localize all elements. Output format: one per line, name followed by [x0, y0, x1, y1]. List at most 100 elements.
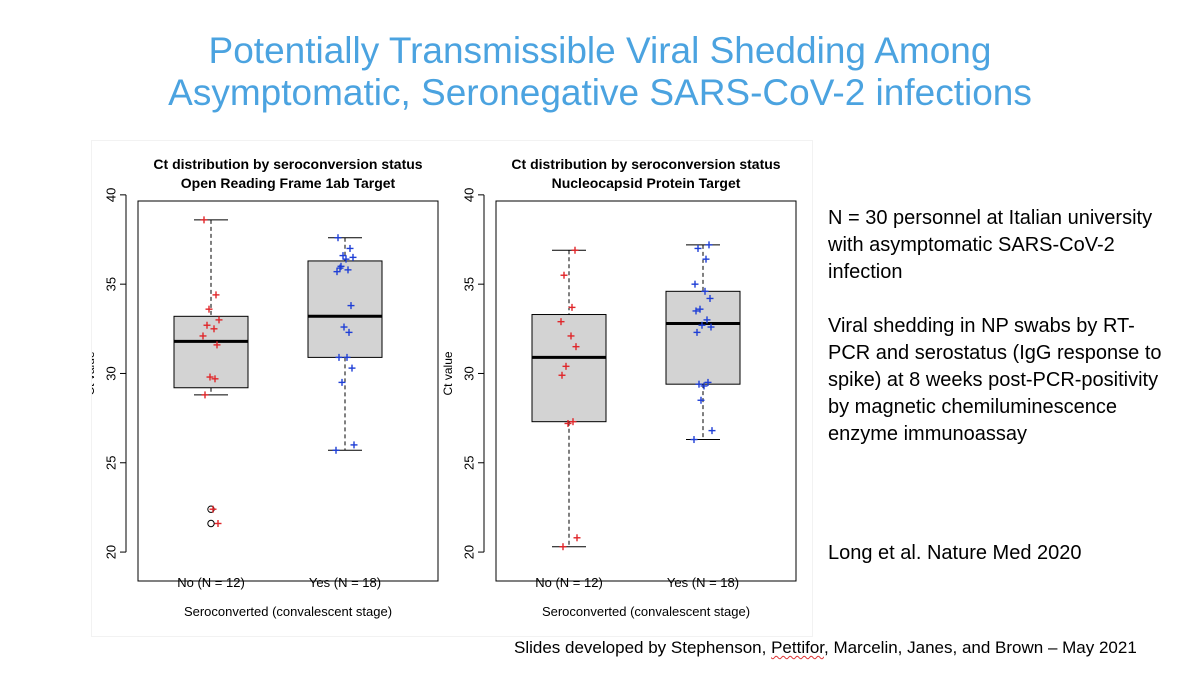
- data-point-red: [559, 543, 567, 551]
- data-point-blue: [702, 255, 710, 263]
- data-point-blue: [333, 268, 341, 276]
- data-point-red: [206, 373, 214, 381]
- y-tick-label: 20: [461, 545, 476, 559]
- boxplot-figure: Ct distribution by seroconversion status…: [92, 156, 797, 619]
- x-tick-label: No (N = 12): [535, 575, 603, 590]
- data-point-red: [569, 418, 577, 426]
- data-point-red: [568, 303, 576, 311]
- y-tick-label: 35: [103, 277, 118, 291]
- data-point-red: [214, 519, 222, 527]
- y-tick-label: 20: [103, 545, 118, 559]
- data-point-blue: [698, 321, 706, 329]
- data-point-red: [200, 216, 208, 224]
- title-line-1: Potentially Transmissible Viral Shedding…: [208, 30, 992, 71]
- data-point-red: [211, 375, 219, 383]
- y-tick-label: 40: [103, 188, 118, 202]
- y-axis-label: Ct value: [441, 351, 455, 395]
- data-point-blue: [693, 328, 701, 336]
- data-point-blue: [701, 287, 709, 295]
- data-point-red: [558, 371, 566, 379]
- data-point-red: [571, 246, 579, 254]
- data-point-blue: [696, 305, 704, 313]
- slide-title: Potentially Transmissible Viral Shedding…: [0, 30, 1200, 114]
- data-point-blue: [350, 441, 358, 449]
- chart-panel: Ct distribution by seroconversion status…: [92, 141, 812, 636]
- data-point-blue: [345, 328, 353, 336]
- data-point-blue: [336, 264, 344, 272]
- data-point-red: [572, 343, 580, 351]
- data-point-red: [567, 332, 575, 340]
- footer-prefix: Slides developed by Stephenson,: [514, 638, 772, 657]
- y-tick-label: 30: [461, 366, 476, 380]
- outlier-point: [207, 519, 215, 528]
- data-point-blue: [700, 382, 708, 390]
- y-tick-label: 25: [103, 456, 118, 470]
- data-point-blue: [335, 353, 343, 361]
- data-point-red: [562, 362, 570, 370]
- data-point-blue: [706, 294, 714, 302]
- data-point-red: [203, 321, 211, 329]
- data-point-red: [573, 534, 581, 542]
- data-point-blue: [347, 302, 355, 310]
- data-point-red: [564, 419, 572, 427]
- data-point-red: [209, 505, 217, 513]
- data-point-blue: [338, 378, 346, 386]
- sidebar-paragraph-2: Viral shedding in NP swabs by RT-PCR and…: [828, 315, 1162, 445]
- data-point-red: [560, 271, 568, 279]
- data-point-red: [210, 325, 218, 333]
- box-iqr: [307, 260, 383, 358]
- x-tick-label: No (N = 12): [177, 575, 245, 590]
- x-tick-label: Yes (N = 18): [667, 575, 739, 590]
- data-point-blue: [340, 323, 348, 331]
- data-point-blue: [694, 244, 702, 252]
- data-point-blue: [695, 380, 703, 388]
- data-point-blue: [348, 364, 356, 372]
- footer-suffix: , Marcelin, Janes, and Brown – May 2021: [824, 638, 1137, 657]
- data-point-blue: [703, 316, 711, 324]
- chart-subtitle: Nucleocapsid Protein Target: [552, 175, 741, 191]
- box-iqr: [531, 314, 607, 423]
- y-tick-label: 40: [461, 188, 476, 202]
- footer-name-underlined: Pettifor: [771, 638, 824, 657]
- data-point-blue: [708, 427, 716, 435]
- plot-frame: [495, 200, 797, 582]
- data-point-red: [557, 318, 565, 326]
- data-point-red: [213, 341, 221, 349]
- data-point-blue: [332, 446, 340, 454]
- data-point-blue: [334, 234, 342, 242]
- chart-title: Ct distribution by seroconversion status: [511, 156, 780, 172]
- data-point-blue: [697, 396, 705, 404]
- data-point-red: [199, 332, 207, 340]
- y-axis-label: Ct value: [92, 351, 97, 395]
- data-point-red: [205, 305, 213, 313]
- chart-subtitle: Open Reading Frame 1ab Target: [181, 175, 396, 191]
- data-point-blue: [707, 323, 715, 331]
- chart-title: Ct distribution by seroconversion status: [153, 156, 422, 172]
- y-tick-label: 35: [461, 277, 476, 291]
- data-point-red: [212, 291, 220, 299]
- data-point-blue: [343, 353, 351, 361]
- plot-frame: [137, 200, 439, 582]
- x-axis-label: Seroconverted (convalescent stage): [542, 604, 750, 619]
- data-point-blue: [349, 253, 357, 261]
- box-iqr: [665, 290, 741, 385]
- data-point-blue: [704, 378, 712, 386]
- data-point-blue: [692, 307, 700, 315]
- citation: Long et al. Nature Med 2020: [828, 542, 1082, 564]
- x-tick-label: Yes (N = 18): [309, 575, 381, 590]
- data-point-blue: [705, 241, 713, 249]
- data-point-blue: [690, 436, 698, 444]
- data-point-red: [201, 391, 209, 399]
- y-tick-label: 25: [461, 456, 476, 470]
- box-iqr: [173, 315, 249, 389]
- data-point-red: [215, 316, 223, 324]
- footer-credit: Slides developed by Stephenson, Pettifor…: [514, 638, 1137, 658]
- sidebar-paragraph-1: N = 30 personnel at Italian university w…: [828, 207, 1153, 283]
- data-point-blue: [339, 252, 347, 260]
- x-axis-label: Seroconverted (convalescent stage): [184, 604, 392, 619]
- data-point-blue: [342, 255, 350, 263]
- y-tick-label: 30: [103, 366, 118, 380]
- data-point-blue: [346, 244, 354, 252]
- data-point-blue: [344, 266, 352, 274]
- data-point-blue: [691, 280, 699, 288]
